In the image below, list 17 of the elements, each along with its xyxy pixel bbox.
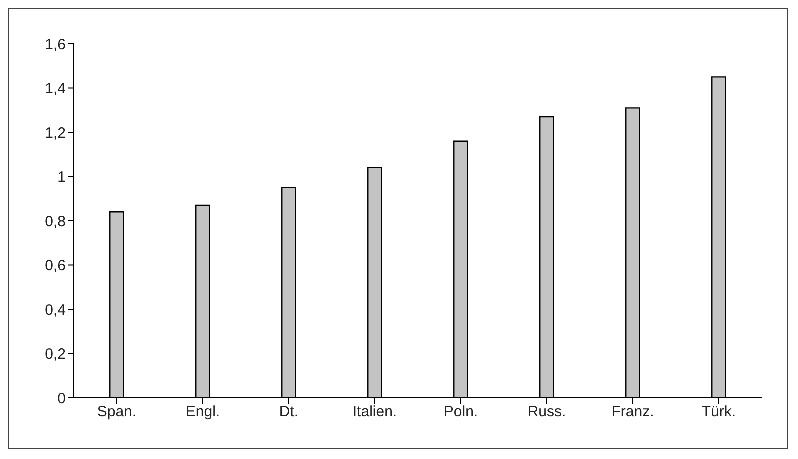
y-tick-label: 1,4 (45, 80, 66, 98)
x-tick-label: Franz. (612, 404, 654, 421)
x-tick-label: Türk. (702, 404, 736, 421)
y-tick-label: 0,8 (45, 213, 66, 230)
y-tick-label: 0 (58, 390, 66, 408)
x-tick-label: Russ. (528, 404, 566, 421)
y-tick-label: 1,2 (45, 124, 66, 142)
x-tick-label: Italien. (352, 404, 398, 421)
x-tick-label: Poln. (444, 404, 478, 421)
y-tick-label: 1,6 (45, 36, 66, 54)
y-tick-label: 1 (58, 169, 66, 186)
x-tick-label: Span. (97, 404, 137, 421)
x-tick-label: Engl. (186, 404, 220, 421)
y-tick-label: 0,2 (45, 346, 66, 364)
y-tick-label: 0,4 (45, 302, 66, 319)
x-tick-label: Dt. (279, 404, 299, 421)
y-tick-label: 0,6 (45, 258, 66, 275)
